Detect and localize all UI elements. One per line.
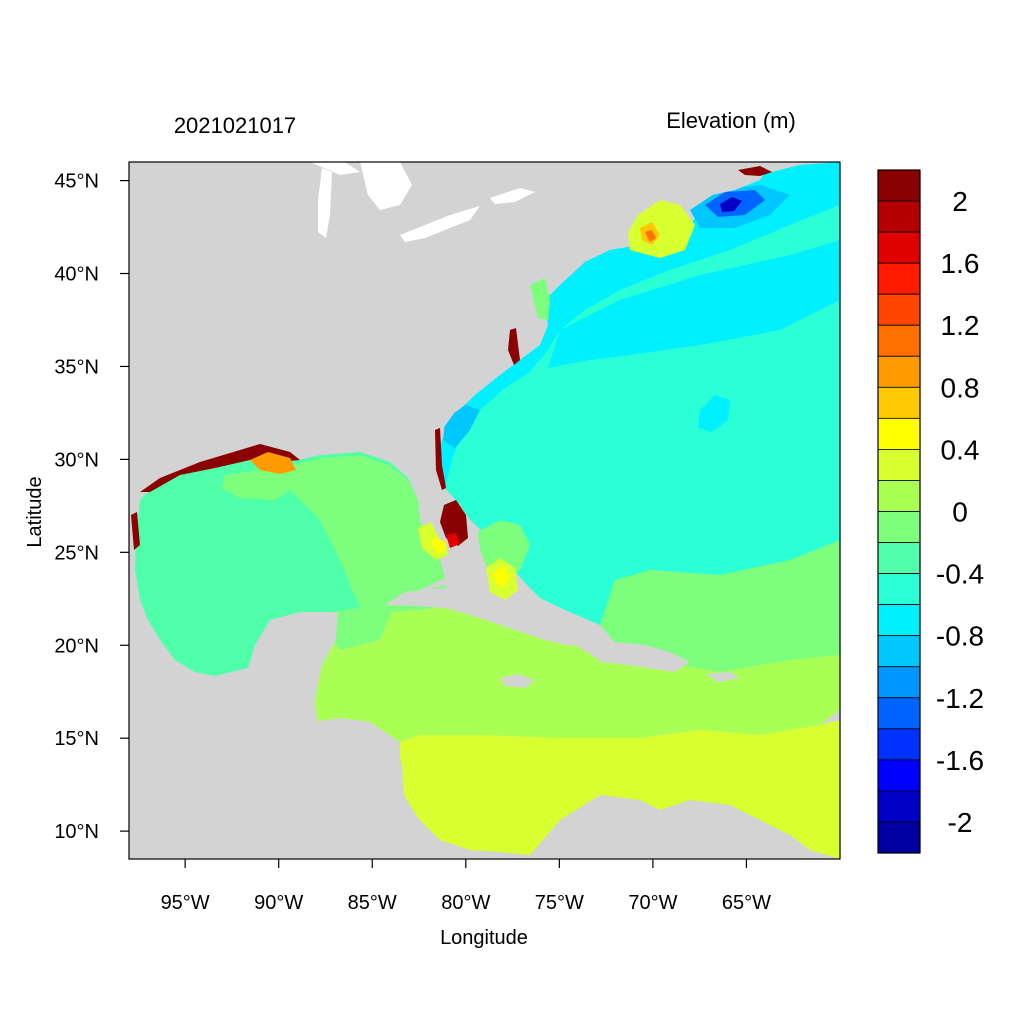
florida-southeast-surge xyxy=(440,500,468,546)
carolina-surge-fringe xyxy=(508,328,520,365)
florida-tip-surge xyxy=(446,533,460,548)
y-tick-label: 10°N xyxy=(54,821,99,843)
gulf-central-light xyxy=(222,468,290,500)
colorbar-bin xyxy=(877,604,921,637)
colorbar-label: 1.2 xyxy=(941,310,980,341)
colorbar-bin xyxy=(877,759,921,792)
y-tick-label: 15°N xyxy=(54,728,99,750)
y-tick-label: 30°N xyxy=(54,449,99,471)
colorbar-bin xyxy=(877,417,921,450)
colorbar-label: -0.8 xyxy=(936,621,984,652)
colorbar-labels: 2 1.6 1.2 0.8 0.4 0 -0.4 -0.8 -1.2 -1.6 -2 xyxy=(936,186,984,838)
colorbar-bin xyxy=(877,635,921,668)
map-panel xyxy=(129,162,840,859)
east-coast-surge-fringe xyxy=(435,428,446,490)
colorbar-label: -2 xyxy=(948,807,973,838)
x-tick-label: 80°W xyxy=(441,892,490,914)
y-tick-label: 40°N xyxy=(54,264,99,286)
florida-west-surge-core xyxy=(430,536,446,555)
atlantic-southeast xyxy=(600,540,840,672)
land-hispaniola xyxy=(592,642,690,672)
colorbar-bin xyxy=(877,480,921,512)
colorbar-bin xyxy=(877,666,921,699)
colorbar-bin xyxy=(877,200,921,233)
timestamp-label: 2021021017 xyxy=(174,113,296,138)
y-tick-label: 25°N xyxy=(54,542,99,564)
chesapeake-surge xyxy=(530,278,550,320)
gulf-east-light xyxy=(270,455,445,608)
colorbar-bin xyxy=(877,573,921,606)
y-axis-ticks: 45°N 40°N 35°N 30°N 25°N 20°N 15°N 10°N xyxy=(54,171,129,843)
atlantic-cyan-band xyxy=(438,162,840,488)
x-tick-label: 85°W xyxy=(348,892,397,914)
colorbar-label: -1.6 xyxy=(936,745,984,776)
x-tick-label: 90°W xyxy=(254,892,303,914)
colorbar-bin xyxy=(877,449,921,481)
texas-surge-fringe xyxy=(131,512,140,550)
x-tick-label: 70°W xyxy=(628,892,677,914)
colorbar-label: -1.2 xyxy=(936,683,984,714)
colorbar-bin xyxy=(877,790,921,823)
lake-michigan xyxy=(318,168,332,238)
colorbar-bin xyxy=(877,697,921,730)
plot-frame xyxy=(128,161,841,860)
lake-huron xyxy=(360,162,412,210)
bahamas-surge-core xyxy=(494,566,510,588)
land-cuba xyxy=(385,588,585,646)
colorbar-label: 0 xyxy=(952,497,968,528)
colorbar-bin xyxy=(877,231,921,264)
colorbar-label: 0.4 xyxy=(941,434,980,465)
y-tick-label: 35°N xyxy=(54,356,99,378)
land-south-america xyxy=(530,798,820,859)
y-axis-label: Latitude xyxy=(24,476,46,547)
maritime-surge xyxy=(738,166,772,176)
variable-label: Elevation (m) xyxy=(666,108,796,133)
x-axis-ticks: 95°W 90°W 85°W 80°W 75°W 70°W 65°W xyxy=(161,859,771,914)
caribbean-south xyxy=(400,720,840,859)
land-puerto-rico xyxy=(706,672,740,682)
colorbar-bin xyxy=(877,542,921,574)
colorbar-label: 0.8 xyxy=(941,372,980,403)
maine-low-core xyxy=(720,197,742,212)
colorbar xyxy=(877,169,921,854)
colorbar-bin xyxy=(877,821,921,854)
colorbar-label: 1.6 xyxy=(941,248,980,279)
north-atlantic-cyan xyxy=(548,240,840,368)
colorbar-label: -0.4 xyxy=(936,559,984,590)
land-mexico xyxy=(129,560,520,859)
colorbar-bin xyxy=(877,293,921,326)
lake-superior xyxy=(310,162,360,175)
cape-cod-high xyxy=(645,230,656,242)
colorbar-label: 2 xyxy=(952,186,968,217)
x-axis-label: Longitude xyxy=(440,927,528,949)
y-tick-label: 45°N xyxy=(54,171,99,193)
land-central-america xyxy=(129,700,315,745)
colorbar-bin xyxy=(877,355,921,388)
x-tick-label: 95°W xyxy=(161,892,210,914)
colorbar-bin xyxy=(877,511,921,543)
louisiana-surge xyxy=(250,452,296,474)
x-tick-label: 75°W xyxy=(535,892,584,914)
colorbar-bin xyxy=(877,324,921,357)
colorbar-bin xyxy=(877,262,921,295)
colorbar-bin xyxy=(877,386,921,419)
colorbar-frame xyxy=(877,169,921,854)
colorbar-bin xyxy=(877,728,921,761)
colorbar-bin xyxy=(877,169,921,202)
caribbean-north xyxy=(312,605,840,742)
y-tick-label: 20°N xyxy=(54,635,99,657)
lake-ontario xyxy=(490,188,535,204)
lake-erie xyxy=(400,206,480,242)
x-tick-label: 65°W xyxy=(722,892,771,914)
land-jamaica xyxy=(500,674,535,688)
new-england-surge xyxy=(628,200,695,258)
cyan-eddy xyxy=(698,395,730,432)
